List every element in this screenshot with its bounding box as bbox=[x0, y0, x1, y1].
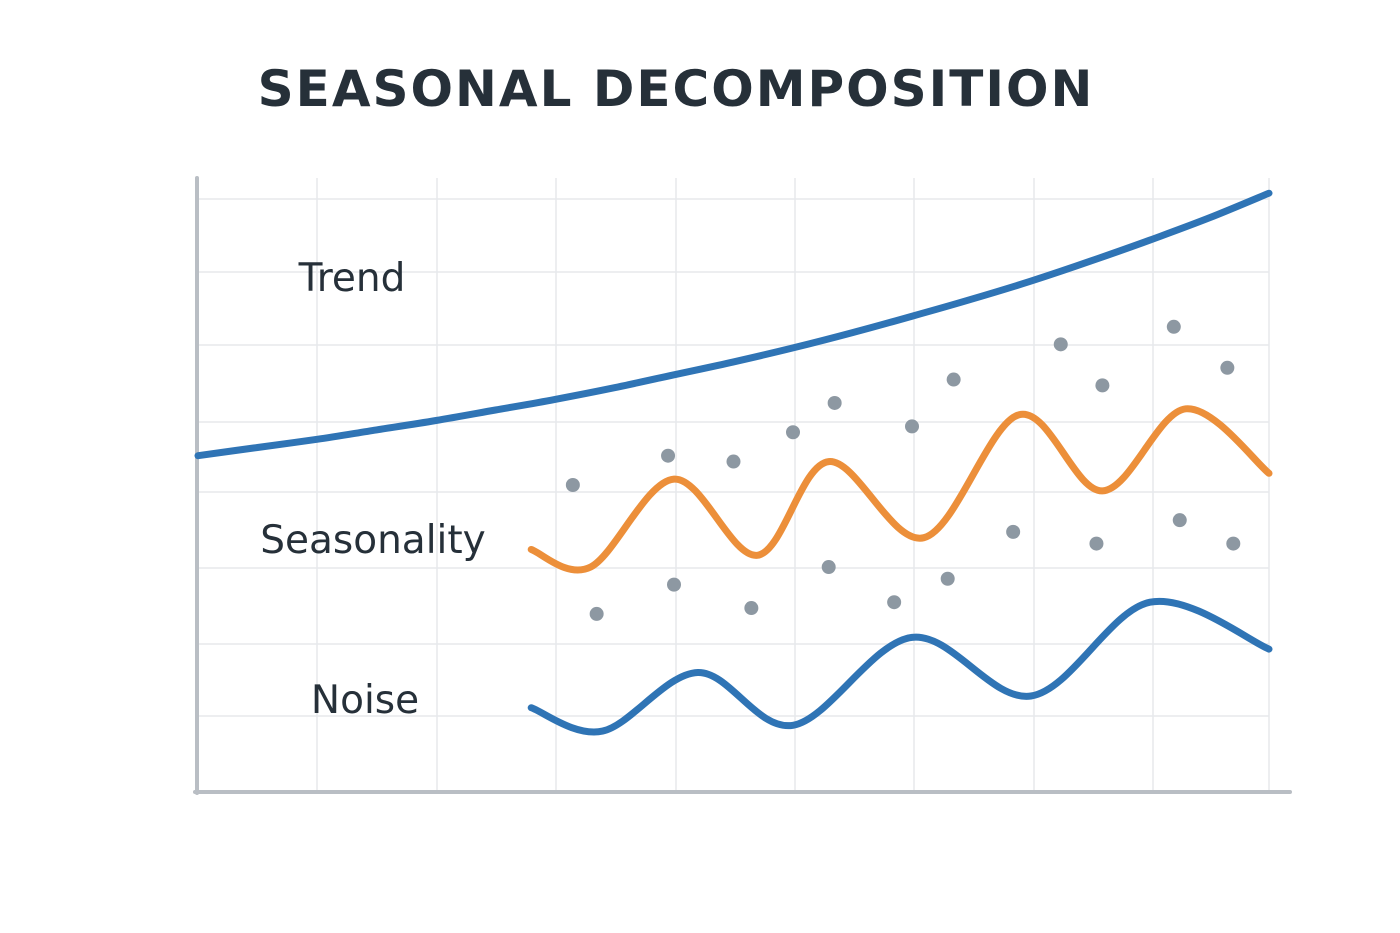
noise-point-3 bbox=[667, 577, 681, 592]
series-label-trend: Trend bbox=[298, 256, 406, 301]
grid-lines bbox=[198, 178, 1270, 792]
noise-point-19 bbox=[1220, 360, 1235, 375]
noise-point-16 bbox=[1095, 378, 1110, 393]
noise-point-15 bbox=[1089, 536, 1104, 551]
noise-points bbox=[565, 319, 1241, 621]
series-line-noise bbox=[527, 597, 1273, 736]
noise-point-20 bbox=[1226, 536, 1241, 551]
series-label-seasonality: Seasonality bbox=[260, 518, 486, 563]
noise-point-9 bbox=[887, 595, 902, 610]
noise-point-6 bbox=[786, 425, 800, 440]
series-lines bbox=[194, 189, 1273, 736]
noise-point-8 bbox=[827, 395, 842, 410]
chart-title: SEASONAL DECOMPOSITION bbox=[257, 60, 1095, 118]
noise-point-13 bbox=[1006, 524, 1021, 539]
noise-point-5 bbox=[744, 601, 759, 616]
series-label-noise: Noise bbox=[311, 678, 419, 723]
noise-point-11 bbox=[940, 571, 955, 586]
noise-point-0 bbox=[565, 478, 580, 492]
noise-point-1 bbox=[589, 606, 604, 621]
chart-axes bbox=[193, 176, 1292, 795]
noise-point-17 bbox=[1166, 319, 1181, 334]
series-line-seasonality bbox=[527, 405, 1273, 574]
noise-point-12 bbox=[946, 372, 961, 387]
noise-point-14 bbox=[1053, 337, 1068, 352]
series-line-trend bbox=[194, 189, 1273, 460]
noise-point-2 bbox=[661, 448, 676, 463]
noise-point-4 bbox=[726, 454, 741, 469]
noise-point-7 bbox=[821, 560, 836, 575]
noise-point-10 bbox=[905, 419, 919, 434]
noise-point-18 bbox=[1172, 513, 1187, 528]
